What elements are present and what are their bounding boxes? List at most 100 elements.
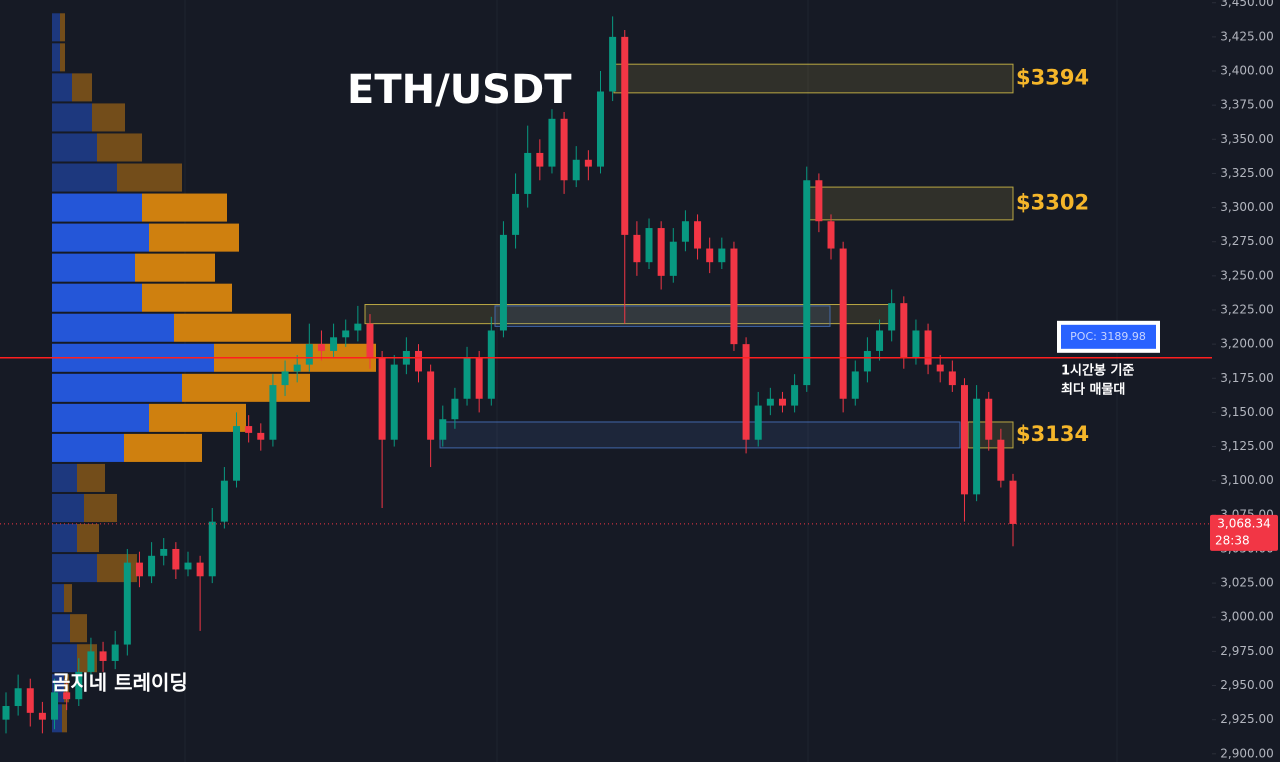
candle-body bbox=[621, 36, 629, 235]
profile-buy bbox=[52, 193, 142, 222]
candle-body bbox=[754, 405, 762, 440]
y-tick-label: 3,450.00 bbox=[1220, 0, 1273, 9]
zone-label: $3134 bbox=[1016, 422, 1089, 446]
profile-buy bbox=[52, 524, 77, 553]
watermark: 곰지네 트레이딩 bbox=[52, 671, 188, 695]
candle-body bbox=[111, 644, 119, 661]
candle-body bbox=[293, 364, 301, 372]
poc-note: 1시간봉 기준 bbox=[1061, 362, 1134, 378]
candle-body bbox=[172, 548, 180, 570]
candles bbox=[2, 16, 1017, 734]
candle-body bbox=[281, 371, 289, 386]
profile-buy bbox=[52, 644, 77, 673]
candle-body bbox=[645, 228, 653, 263]
candle-body bbox=[87, 651, 95, 672]
candle-body bbox=[269, 385, 277, 440]
profile-buy bbox=[52, 403, 149, 432]
y-tick-label: 3,275.00 bbox=[1220, 234, 1273, 248]
profile-sell bbox=[149, 223, 239, 252]
candle-body bbox=[160, 548, 168, 556]
profile-sell bbox=[97, 554, 137, 583]
candle-body bbox=[572, 159, 580, 181]
y-tick-label: 3,400.00 bbox=[1220, 64, 1273, 78]
candle-body bbox=[2, 706, 10, 720]
candle-body bbox=[451, 398, 459, 420]
candle-body bbox=[584, 159, 592, 167]
candle-body bbox=[730, 248, 738, 345]
zone-label: $3394 bbox=[1016, 66, 1089, 90]
profile-sell bbox=[182, 373, 310, 402]
y-tick-label: 3,375.00 bbox=[1220, 98, 1273, 112]
candle-body bbox=[427, 371, 435, 440]
candle-body bbox=[184, 562, 192, 570]
candle-body bbox=[463, 357, 471, 399]
profile-buy bbox=[52, 43, 60, 72]
profile-buy bbox=[52, 463, 77, 492]
profile-sell bbox=[62, 704, 67, 733]
candle-body bbox=[123, 562, 131, 645]
profile-sell bbox=[92, 103, 125, 132]
profile-sell bbox=[149, 403, 246, 432]
candle-body bbox=[803, 180, 811, 386]
profile-buy bbox=[52, 13, 60, 42]
candle-body bbox=[863, 350, 871, 372]
y-tick-label: 3,150.00 bbox=[1220, 405, 1273, 419]
candle-body bbox=[439, 419, 447, 440]
price-tag bbox=[1210, 514, 1278, 551]
candle-body bbox=[475, 357, 483, 399]
y-tick-label: 3,425.00 bbox=[1220, 29, 1273, 43]
y-tick-label: 3,250.00 bbox=[1220, 268, 1273, 282]
y-tick-label: 3,200.00 bbox=[1220, 337, 1273, 351]
candle-body bbox=[536, 152, 544, 167]
candle-body bbox=[827, 221, 835, 249]
candle-body bbox=[63, 692, 71, 700]
profile-sell bbox=[77, 463, 105, 492]
y-tick-label: 3,225.00 bbox=[1220, 302, 1273, 316]
candle-body bbox=[305, 344, 313, 365]
candle-body bbox=[778, 398, 786, 406]
profile-sell bbox=[60, 13, 65, 42]
poc-note: 최다 매물대 bbox=[1061, 381, 1125, 397]
candle-body bbox=[973, 398, 981, 495]
grid: 3,450.00 3,425.00 3,400.00 3,375.00 3,350.00… bbox=[1212, 0, 1274, 760]
candle-body bbox=[220, 480, 228, 522]
candle-body bbox=[876, 330, 884, 351]
profile-buy bbox=[52, 223, 149, 252]
zone bbox=[613, 63, 1014, 94]
zone bbox=[807, 186, 1014, 221]
candle-body bbox=[900, 303, 908, 358]
y-tick-label: 3,025.00 bbox=[1220, 576, 1273, 590]
candle-body bbox=[609, 36, 617, 92]
candle-body bbox=[1009, 480, 1017, 524]
candle-body bbox=[791, 385, 799, 406]
chart-title: ETH/USDT bbox=[347, 67, 572, 113]
candle-body bbox=[888, 303, 896, 331]
candle-body bbox=[633, 234, 641, 263]
candle-body bbox=[148, 555, 156, 577]
candle-body bbox=[208, 521, 216, 577]
candle-body bbox=[390, 364, 398, 440]
profile-buy bbox=[52, 103, 92, 132]
profile-sell bbox=[77, 524, 99, 553]
zone bbox=[439, 421, 961, 449]
candle-body bbox=[415, 350, 423, 372]
y-tick-label: 2,950.00 bbox=[1220, 678, 1273, 692]
candle-body bbox=[257, 432, 265, 440]
candle-body bbox=[378, 357, 386, 440]
countdown: 28:38 bbox=[1215, 533, 1250, 547]
candle-body bbox=[742, 344, 750, 440]
candle-body bbox=[948, 371, 956, 386]
candle-body bbox=[233, 426, 241, 481]
profile-sell bbox=[142, 193, 227, 222]
candle-body bbox=[815, 180, 823, 222]
candle-body bbox=[681, 221, 689, 242]
profile-sell bbox=[124, 433, 202, 462]
profile-buy bbox=[52, 584, 64, 613]
profile-sell bbox=[60, 43, 65, 72]
candle-body bbox=[706, 248, 714, 263]
candle-body bbox=[936, 364, 944, 372]
y-tick-label: 2,925.00 bbox=[1220, 712, 1273, 726]
poc-label: POC: 3189.98 bbox=[1070, 330, 1146, 343]
